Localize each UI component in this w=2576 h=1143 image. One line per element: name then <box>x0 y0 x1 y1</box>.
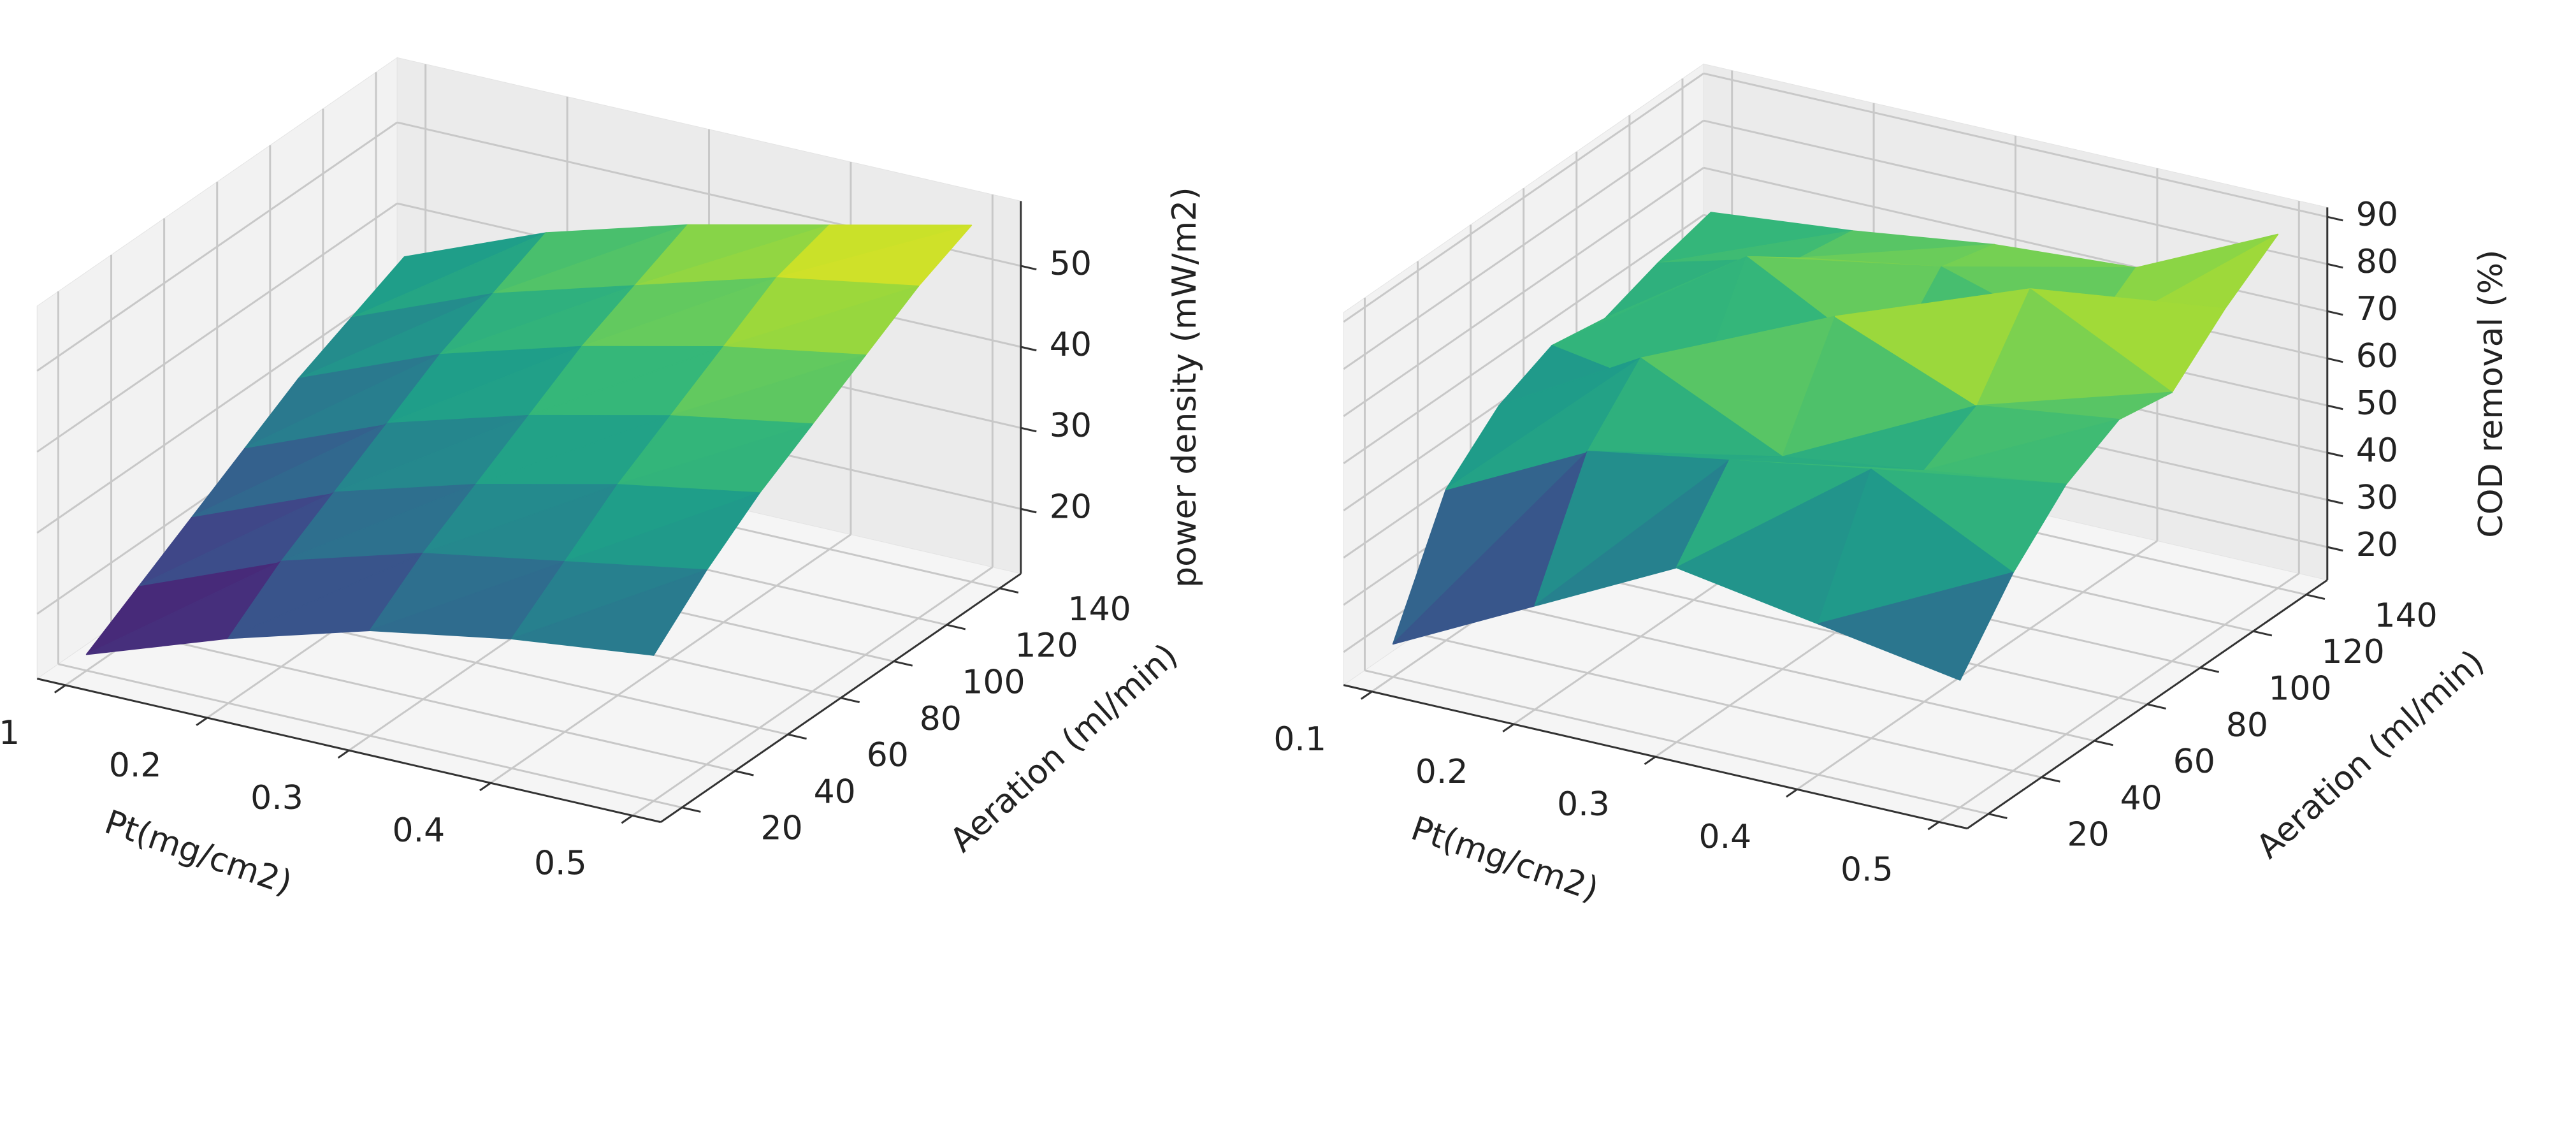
grid-line <box>1343 214 1705 465</box>
y-tick <box>2200 667 2220 673</box>
grid-line <box>1703 119 2328 265</box>
grid-line <box>1523 560 2148 706</box>
y-tick-label: 120 <box>2321 633 2384 671</box>
y-tick <box>2306 593 2326 601</box>
y-tick <box>840 697 860 703</box>
x-tick-label: 0.5 <box>534 844 587 882</box>
z-tick <box>2327 404 2343 411</box>
z-tick-label: 20 <box>1050 488 1092 526</box>
surface-facet <box>511 569 707 656</box>
z-tick-label: 70 <box>2356 290 2398 328</box>
grid-line <box>1343 72 1705 323</box>
grid-line <box>36 283 398 534</box>
x-tick <box>1927 821 1940 831</box>
y-tick <box>1988 813 2008 819</box>
x-tick <box>337 749 350 759</box>
x-tick-label: 0.2 <box>109 746 162 785</box>
y-tick <box>734 769 754 776</box>
y-tick <box>2146 703 2166 710</box>
y-tick-label: 40 <box>814 773 856 811</box>
z-tick <box>2327 357 2343 363</box>
x-tick-label: 0.1 <box>1273 720 1326 759</box>
y-tick <box>681 806 701 813</box>
y-tick <box>2253 630 2273 637</box>
z-tick-label: 40 <box>1050 326 1092 364</box>
z-tick-label: 30 <box>2356 479 2398 517</box>
z-tick <box>2327 310 2343 316</box>
y-tick-label: 120 <box>1015 627 1078 665</box>
y-tick-label: 20 <box>761 810 803 848</box>
y-tick <box>999 587 1019 594</box>
x-tick-label: 0.4 <box>1699 818 1752 856</box>
z-tick-label: 60 <box>2356 337 2398 375</box>
x-tick <box>54 684 66 694</box>
z-tick <box>2327 451 2343 458</box>
grid-line <box>1364 669 1989 815</box>
z-tick <box>1020 346 1037 352</box>
x-tick <box>196 717 208 726</box>
z-tick <box>2327 499 2343 505</box>
z-tick <box>2327 263 2343 269</box>
y-tick <box>2094 739 2113 746</box>
grid-line <box>1470 596 2095 742</box>
y-tick-label: 20 <box>2067 816 2109 854</box>
y-tick <box>946 623 966 630</box>
y-tick-label: 140 <box>2374 597 2437 635</box>
y-tick <box>894 660 913 667</box>
z-tick-label: 30 <box>1050 407 1092 445</box>
x-tick <box>621 815 633 824</box>
y-tick-label: 100 <box>962 663 1025 701</box>
y-tick <box>787 733 807 740</box>
y-tick-label: 40 <box>2120 779 2162 817</box>
y-tick-label: 60 <box>867 736 909 775</box>
z-tick-label: 80 <box>2356 243 2398 281</box>
z-tick-label: 90 <box>2356 196 2398 234</box>
x-tick-label: 0.1 <box>0 714 20 752</box>
grid-line <box>1417 632 2042 778</box>
x-tick-label: 0.5 <box>1841 850 1893 889</box>
z-tick-label: 20 <box>2356 526 2398 564</box>
x-tick <box>1644 755 1656 766</box>
y-tick-label: 80 <box>2226 706 2268 745</box>
surface-facet <box>1818 572 2014 681</box>
y-tick <box>2041 776 2060 783</box>
z-axis-label: COD removal (%) <box>2472 250 2510 538</box>
x-tick <box>1786 789 1798 798</box>
grid-line <box>36 202 398 453</box>
y-tick-label: 100 <box>2268 669 2331 708</box>
grid-line <box>111 626 735 772</box>
grid-line <box>1343 119 1705 370</box>
z-tick-label: 50 <box>1050 245 1092 283</box>
x-tick <box>1360 690 1373 700</box>
x-tick-label: 0.3 <box>250 779 303 817</box>
y-tick-label: 60 <box>2173 743 2215 781</box>
x-tick-label: 0.4 <box>393 812 445 850</box>
x-tick-label: 0.3 <box>1557 785 1610 824</box>
x-axis-label: Pt(mg/cm2) <box>1407 810 1603 909</box>
y-tick-label: 80 <box>920 700 962 738</box>
z-tick <box>2327 215 2343 222</box>
z-axis-label: power density (mW/m2) <box>1166 187 1204 587</box>
z-tick <box>1020 426 1037 433</box>
x-tick-label: 0.2 <box>1415 753 1468 791</box>
z-tick <box>2327 546 2343 552</box>
z-tick <box>1020 507 1037 514</box>
grid-line <box>1343 166 1705 418</box>
grid-line <box>36 121 398 372</box>
y-tick-label: 140 <box>1067 590 1131 629</box>
subplot: 0.10.20.30.40.52040608010012014020304050… <box>1273 63 2510 909</box>
z-tick-label: 40 <box>2356 432 2398 470</box>
z-tick <box>1020 265 1037 271</box>
z-tick-label: 50 <box>2356 384 2398 423</box>
x-tick <box>479 782 491 792</box>
grid-line <box>58 663 683 809</box>
grid-line <box>1703 72 2328 218</box>
x-tick <box>1502 723 1514 732</box>
x-axis-label: Pt(mg/cm2) <box>100 803 297 903</box>
